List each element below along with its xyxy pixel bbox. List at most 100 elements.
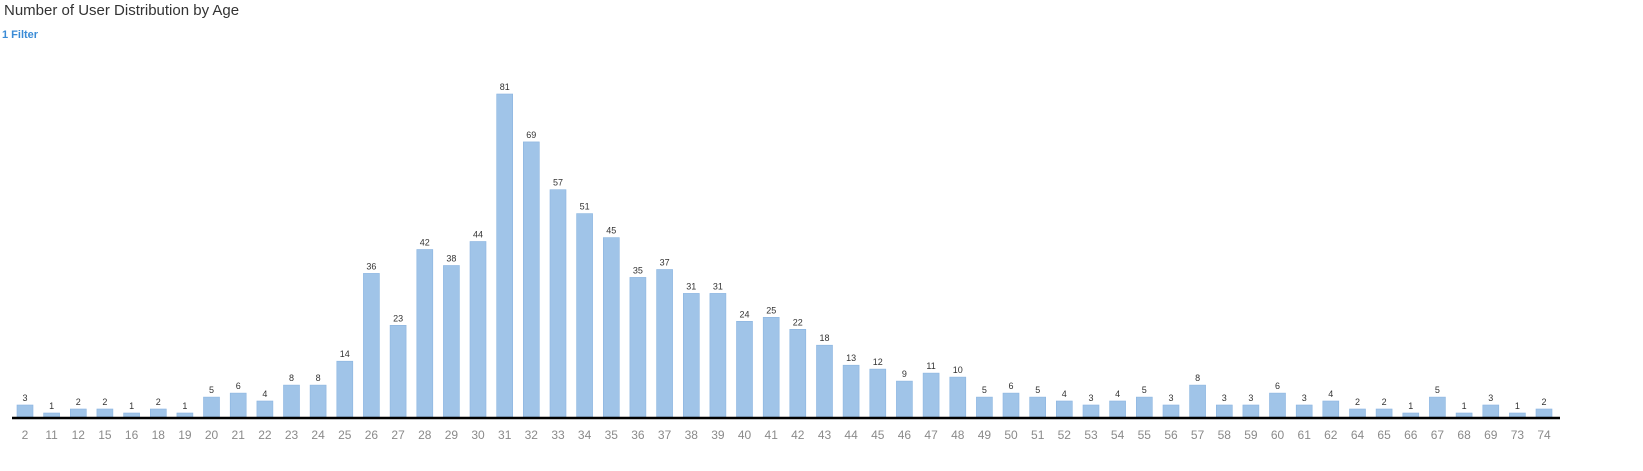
- x-tick-label: 53: [1084, 428, 1098, 442]
- data-label-39: 31: [713, 281, 723, 291]
- bar-69[interactable]: [1482, 404, 1500, 418]
- data-label-29: 38: [446, 254, 456, 264]
- bar-16[interactable]: [123, 412, 140, 418]
- bar-74[interactable]: [1535, 408, 1553, 418]
- x-tick-label: 19: [178, 428, 192, 442]
- bar-62[interactable]: [1322, 400, 1340, 418]
- bar-27[interactable]: [389, 324, 407, 418]
- bar-38[interactable]: [682, 293, 700, 418]
- bar-20[interactable]: [203, 396, 220, 418]
- data-label-67: 5: [1435, 385, 1440, 395]
- x-tick-label: 39: [711, 428, 725, 442]
- bar-58[interactable]: [1216, 404, 1233, 418]
- bar-33[interactable]: [549, 189, 567, 418]
- bar-55[interactable]: [1136, 396, 1153, 418]
- bar-34[interactable]: [576, 213, 593, 418]
- x-tick-label: 52: [1058, 428, 1072, 442]
- data-label-31: 81: [500, 82, 510, 92]
- bar-52[interactable]: [1056, 400, 1073, 418]
- data-label-74: 2: [1541, 397, 1546, 407]
- bar-24[interactable]: [309, 384, 327, 418]
- x-tick-label: 69: [1484, 428, 1498, 442]
- data-label-23: 8: [289, 373, 294, 383]
- bar-53[interactable]: [1082, 404, 1100, 418]
- bar-26[interactable]: [363, 273, 380, 418]
- x-tick-label: 66: [1404, 428, 1418, 442]
- bar-50[interactable]: [1002, 392, 1020, 418]
- bar-30[interactable]: [469, 241, 487, 418]
- bar-46[interactable]: [896, 380, 913, 418]
- x-tick-label: 74: [1537, 428, 1551, 442]
- x-tick-label: 50: [1004, 428, 1018, 442]
- bar-67[interactable]: [1429, 396, 1446, 418]
- bar-56[interactable]: [1162, 404, 1180, 418]
- x-tick-label: 2: [22, 428, 29, 442]
- bar-32[interactable]: [522, 141, 540, 418]
- data-label-43: 18: [819, 333, 829, 343]
- bar-19[interactable]: [176, 412, 194, 418]
- bar-11[interactable]: [43, 412, 60, 418]
- bar-60[interactable]: [1269, 392, 1286, 418]
- bar-29[interactable]: [443, 265, 460, 418]
- bar-51[interactable]: [1029, 396, 1046, 418]
- data-label-60: 6: [1275, 381, 1280, 391]
- bar-40[interactable]: [736, 320, 753, 418]
- bar-37[interactable]: [656, 269, 673, 418]
- x-tick-label: 38: [685, 428, 699, 442]
- data-label-24: 8: [316, 373, 321, 383]
- bar-12[interactable]: [70, 408, 87, 418]
- bar-39[interactable]: [709, 293, 727, 418]
- data-label-73: 1: [1515, 401, 1520, 411]
- x-tick-label: 42: [791, 428, 805, 442]
- data-label-44: 13: [846, 353, 856, 363]
- x-tick-label: 27: [391, 428, 405, 442]
- data-label-15: 2: [102, 397, 107, 407]
- bar-65[interactable]: [1375, 408, 1393, 418]
- x-tick-label: 29: [445, 428, 459, 442]
- data-label-51: 5: [1035, 385, 1040, 395]
- x-tick-label: 43: [818, 428, 832, 442]
- bar-35[interactable]: [602, 237, 620, 418]
- bar-23[interactable]: [283, 384, 300, 418]
- x-tick-label: 49: [978, 428, 992, 442]
- bar-36[interactable]: [629, 277, 647, 418]
- data-label-61: 3: [1302, 393, 1307, 403]
- bar-47[interactable]: [922, 372, 940, 418]
- data-label-25: 14: [340, 349, 350, 359]
- bar-18[interactable]: [150, 408, 167, 418]
- bar-21[interactable]: [229, 392, 247, 418]
- bar-44[interactable]: [842, 364, 860, 418]
- bar-49[interactable]: [976, 396, 993, 418]
- bar-22[interactable]: [256, 400, 274, 418]
- data-label-26: 36: [366, 261, 376, 271]
- data-label-33: 57: [553, 178, 563, 188]
- x-tick-label: 26: [365, 428, 379, 442]
- bar-31[interactable]: [496, 93, 514, 418]
- bar-57[interactable]: [1189, 384, 1206, 418]
- data-label-22: 4: [262, 389, 267, 399]
- data-label-56: 3: [1168, 393, 1173, 403]
- data-label-42: 22: [793, 317, 803, 327]
- bar-61[interactable]: [1295, 404, 1313, 418]
- bar-41[interactable]: [762, 316, 780, 418]
- bar-64[interactable]: [1349, 408, 1366, 418]
- data-label-38: 31: [686, 281, 696, 291]
- bar-54[interactable]: [1109, 400, 1126, 418]
- bar-66[interactable]: [1402, 412, 1420, 418]
- bar-25[interactable]: [336, 360, 354, 418]
- bar-73[interactable]: [1509, 412, 1526, 418]
- data-label-69: 3: [1488, 393, 1493, 403]
- bar-59[interactable]: [1242, 404, 1260, 418]
- bar-48[interactable]: [949, 376, 967, 418]
- x-tick-label: 57: [1191, 428, 1205, 442]
- x-tick-label: 25: [338, 428, 352, 442]
- bar-68[interactable]: [1455, 412, 1473, 418]
- bar-43[interactable]: [816, 344, 833, 418]
- bar-15[interactable]: [96, 408, 114, 418]
- filter-link[interactable]: 1 Filter: [2, 29, 39, 41]
- bar-28[interactable]: [416, 249, 434, 418]
- bar-45[interactable]: [869, 368, 887, 418]
- x-tick-label: 33: [551, 428, 565, 442]
- bar-2[interactable]: [16, 404, 34, 418]
- bar-42[interactable]: [789, 328, 807, 418]
